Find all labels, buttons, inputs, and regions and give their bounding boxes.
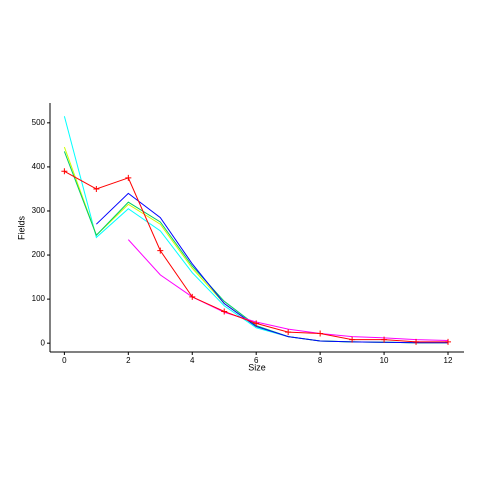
y-tick-label: 200 — [32, 250, 46, 259]
y-tick-label: 100 — [32, 294, 46, 303]
x-tick-label: 0 — [62, 356, 67, 365]
marker — [285, 329, 292, 336]
y-tick-label: 0 — [41, 338, 46, 347]
x-tick-label: 12 — [444, 356, 453, 365]
marker — [445, 338, 452, 345]
x-tick-label: 6 — [254, 356, 259, 365]
y-axis-title: Fields — [16, 216, 26, 241]
marker — [349, 336, 356, 343]
y-tick-label: 500 — [32, 118, 46, 127]
y-tick-label: 300 — [32, 206, 46, 215]
marker — [221, 308, 228, 315]
marker — [317, 330, 324, 337]
marker — [125, 174, 132, 181]
marker — [381, 336, 388, 343]
line — [127, 239, 449, 342]
x-tick-label: 4 — [190, 356, 195, 365]
y-tick-label: 400 — [32, 162, 46, 171]
x-tick-label: 2 — [126, 356, 131, 365]
marker — [413, 338, 420, 345]
marker — [189, 293, 196, 300]
x-tick-label: 10 — [380, 356, 389, 365]
marker — [93, 185, 100, 192]
marker — [157, 247, 164, 254]
x-axis-title: Size — [248, 362, 266, 372]
marker — [253, 320, 260, 327]
line — [96, 192, 449, 344]
marker — [61, 168, 68, 175]
x-tick-label: 8 — [318, 356, 323, 365]
